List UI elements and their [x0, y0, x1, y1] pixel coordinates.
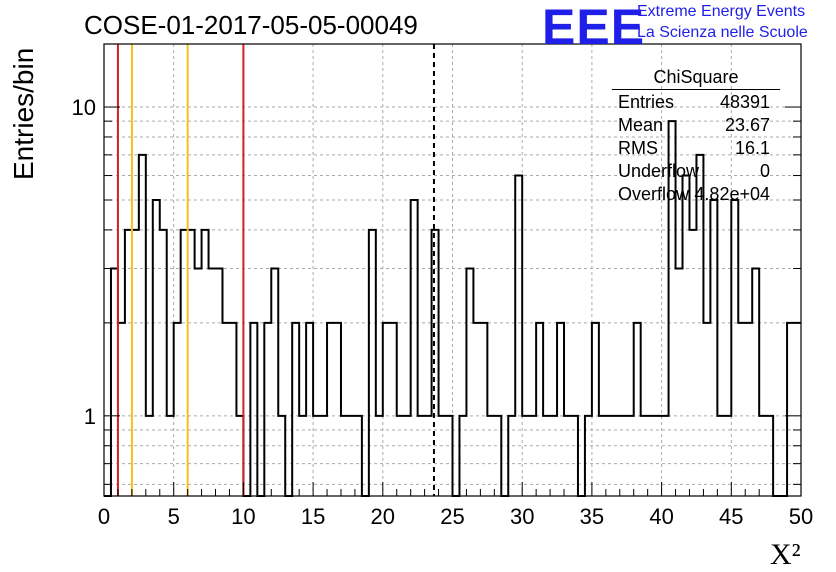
stats-label: Mean: [618, 115, 663, 136]
logo-line-1: Extreme Energy Events: [637, 3, 805, 21]
stats-row-mean: Mean 23.67: [612, 115, 780, 138]
x-tick-label: 30: [510, 504, 534, 529]
x-tick-label: 35: [580, 504, 604, 529]
x-tick-label: 15: [301, 504, 325, 529]
eee-logo: EEE: [542, 2, 645, 52]
stats-label: RMS: [618, 138, 658, 159]
logo-line-2: La Scienza nelle Scuole: [637, 24, 808, 42]
stats-title: ChiSquare: [612, 67, 780, 90]
y-tick-label: 1: [84, 404, 96, 429]
chart-title: COSE-01-2017-05-05-00049: [84, 10, 418, 41]
marker-lines: [118, 44, 434, 496]
stats-row-rms: RMS 16.1: [612, 138, 780, 161]
stats-value: 48391: [720, 92, 770, 113]
x-tick-label: 0: [98, 504, 110, 529]
stats-value: 0: [760, 161, 770, 182]
x-tick-label: 10: [231, 504, 255, 529]
x-tick-label: 20: [371, 504, 395, 529]
x-tick-label: 45: [719, 504, 743, 529]
y-tick-label: 10: [72, 95, 96, 120]
stats-row-underflow: Underflow 0: [612, 161, 780, 184]
stats-value: 23.67: [725, 115, 770, 136]
x-axis-label: X²: [770, 538, 801, 572]
stats-label: Overflow: [618, 184, 689, 205]
x-tick-label: 5: [168, 504, 180, 529]
stats-label: Underflow: [618, 161, 699, 182]
x-tick-label: 40: [649, 504, 673, 529]
stats-row-overflow: Overflow 4.82e+04: [612, 184, 780, 207]
stats-box: ChiSquare Entries 48391 Mean 23.67 RMS 1…: [612, 67, 780, 207]
x-tick-label: 25: [440, 504, 464, 529]
stats-row-entries: Entries 48391: [612, 92, 780, 115]
stats-label: Entries: [618, 92, 674, 113]
y-axis-label: Entries/bin: [8, 48, 40, 180]
stats-value: 4.82e+04: [694, 184, 770, 205]
x-tick-label: 50: [789, 504, 813, 529]
stats-value: 16.1: [735, 138, 770, 159]
